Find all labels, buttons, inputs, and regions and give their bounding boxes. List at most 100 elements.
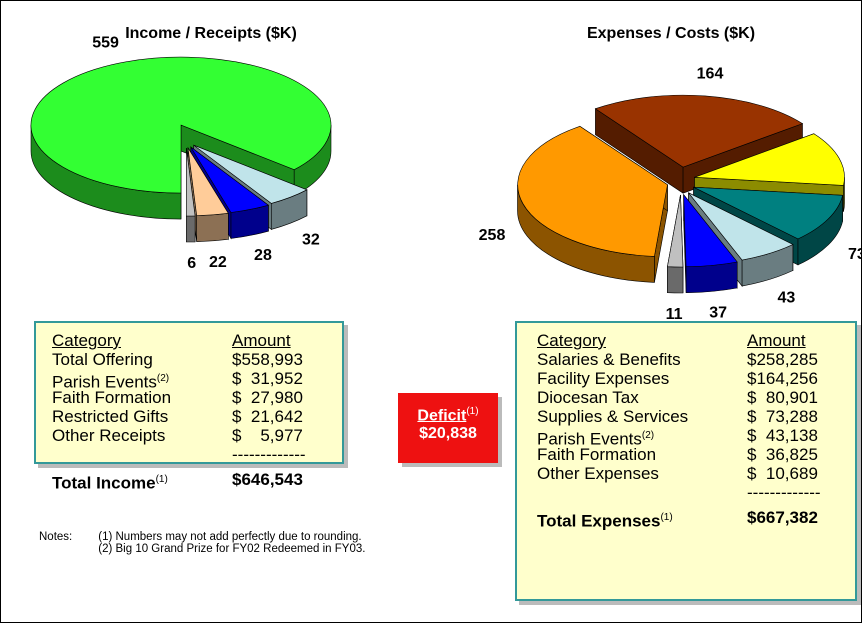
- amount: $667,382: [747, 508, 818, 527]
- header-cell: Category: [52, 331, 232, 350]
- category-cell: Supplies & Services: [537, 407, 747, 426]
- category: Restricted Gifts: [52, 407, 169, 426]
- header-text: Amount: [747, 331, 806, 350]
- chart-title: Expenses / Costs ($K): [587, 25, 755, 42]
- table-row: Faith Formation $ 27,980: [52, 388, 330, 407]
- header-cell: Amount: [232, 331, 330, 350]
- footnote-ref: (2): [156, 373, 170, 384]
- table-row: Salaries & Benefits $258,285: [537, 350, 845, 369]
- category-cell: Restricted Gifts: [52, 407, 232, 426]
- slice: [185, 147, 196, 217]
- table-row: Total Income(1) $646,543: [52, 470, 330, 493]
- header-text: Amount: [232, 331, 291, 350]
- category-cell: Salaries & Benefits: [537, 350, 747, 369]
- category: Diocesan Tax: [537, 388, 639, 407]
- table-row: Total Expenses(1) $667,382: [537, 508, 845, 531]
- data-label: 258: [479, 227, 506, 244]
- header-text: Category: [537, 331, 606, 350]
- data-label: 164: [697, 65, 724, 82]
- slice: [517, 125, 668, 257]
- category-cell: Parish Events(2): [52, 369, 232, 392]
- deficit-box: Deficit(1) $20,838: [398, 393, 498, 463]
- category-cell: Parish Events(2): [537, 426, 747, 449]
- rule: -------------: [747, 483, 821, 502]
- table-row: Parish Events(2) $ 31,952: [52, 369, 330, 392]
- note-line: (1) Numbers may not add perfectly due to…: [98, 531, 362, 543]
- rule: -------------: [232, 445, 306, 464]
- category: Total Expenses: [537, 511, 661, 531]
- data-label: 73: [848, 246, 861, 263]
- data-label: 11: [666, 306, 683, 321]
- spacer: [52, 445, 232, 464]
- expense-table: Category Amount Salaries & Benefits $258,28…: [515, 321, 857, 601]
- category-cell: Facility Expenses: [537, 369, 747, 388]
- category: Total Income: [52, 473, 156, 493]
- category-cell: Faith Formation: [52, 388, 232, 407]
- amount: $ 10,689: [747, 464, 818, 483]
- footnote-ref: (1): [155, 474, 168, 485]
- amount: $ 27,980: [232, 388, 303, 407]
- table-header: Category Amount: [537, 331, 845, 350]
- slice: [688, 192, 794, 261]
- table-row: Faith Formation $ 36,825: [537, 445, 845, 464]
- category-cell: Diocesan Tax: [537, 388, 747, 407]
- category: Total Offering: [52, 350, 153, 369]
- income-table: Category Amount Total Offering $558,993 Pari…: [34, 321, 344, 493]
- amount: $ 36,825: [747, 445, 818, 464]
- header-text: Category: [52, 331, 121, 350]
- category: Other Receipts: [52, 426, 166, 445]
- category: Supplies & Services: [537, 407, 689, 426]
- data-label: 6: [187, 255, 196, 272]
- table-row: Supplies & Services $ 73,288: [537, 407, 845, 426]
- amount: $ 5,977: [232, 426, 303, 445]
- data-label: 22: [209, 254, 227, 271]
- amount: $ 21,642: [232, 407, 303, 426]
- slice: [193, 144, 308, 204]
- amount: $ 31,952: [232, 369, 303, 388]
- slice: [30, 56, 332, 194]
- category-cell: Total Offering: [52, 350, 232, 369]
- category-cell: Other Receipts: [52, 426, 232, 445]
- table-row: Total Offering $558,993: [52, 350, 330, 369]
- footnote-ref: (1): [660, 512, 673, 523]
- amount: $164,256: [747, 369, 818, 388]
- header-cell: Category: [537, 331, 747, 350]
- category-cell: Other Expenses: [537, 464, 747, 483]
- category-cell: Total Income(1): [52, 470, 232, 493]
- category: Faith Formation: [537, 445, 657, 464]
- table-row: Diocesan Tax $ 80,901: [537, 388, 845, 407]
- slice: [694, 133, 845, 186]
- category-cell: Faith Formation: [537, 445, 747, 464]
- data-label: 43: [777, 289, 795, 306]
- header-cell: Amount: [747, 331, 845, 350]
- deficit-amount: $20,838: [419, 425, 477, 443]
- slice-side: [196, 212, 229, 243]
- amount: $ 43,138: [747, 426, 818, 445]
- deficit-label: Deficit: [417, 407, 467, 425]
- slice-side: [667, 266, 684, 294]
- table-row: Parish Events(2) $ 43,138: [537, 426, 845, 449]
- slice-side: [186, 215, 196, 243]
- table-rule: -------------: [52, 445, 330, 464]
- amount: $ 80,901: [747, 388, 818, 407]
- category: Salaries & Benefits: [537, 350, 681, 369]
- category: Parish Events: [52, 372, 157, 392]
- table-row: Other Receipts $ 5,977: [52, 426, 330, 445]
- table-row: Other Expenses $ 10,689: [537, 464, 845, 483]
- data-label: 28: [254, 247, 272, 264]
- slice: [187, 147, 229, 217]
- slice: [190, 146, 270, 213]
- table-row: Facility Expenses $164,256: [537, 369, 845, 388]
- amount: $ 73,288: [747, 407, 818, 426]
- data-label: 32: [302, 231, 320, 248]
- category: Faith Formation: [52, 388, 172, 407]
- notes-label: Notes:: [39, 531, 73, 543]
- slice: [594, 94, 804, 168]
- footnote-ref: (2): [641, 430, 655, 441]
- table-rule: -------------: [537, 483, 845, 502]
- chart-title: Income / Receipts ($K): [125, 25, 297, 42]
- category: Parish Events: [537, 429, 642, 449]
- table-header: Category Amount: [52, 331, 330, 350]
- pie-charts: Income / Receipts ($K) 559 32 28 22 6 Expenses…: [30, 25, 861, 321]
